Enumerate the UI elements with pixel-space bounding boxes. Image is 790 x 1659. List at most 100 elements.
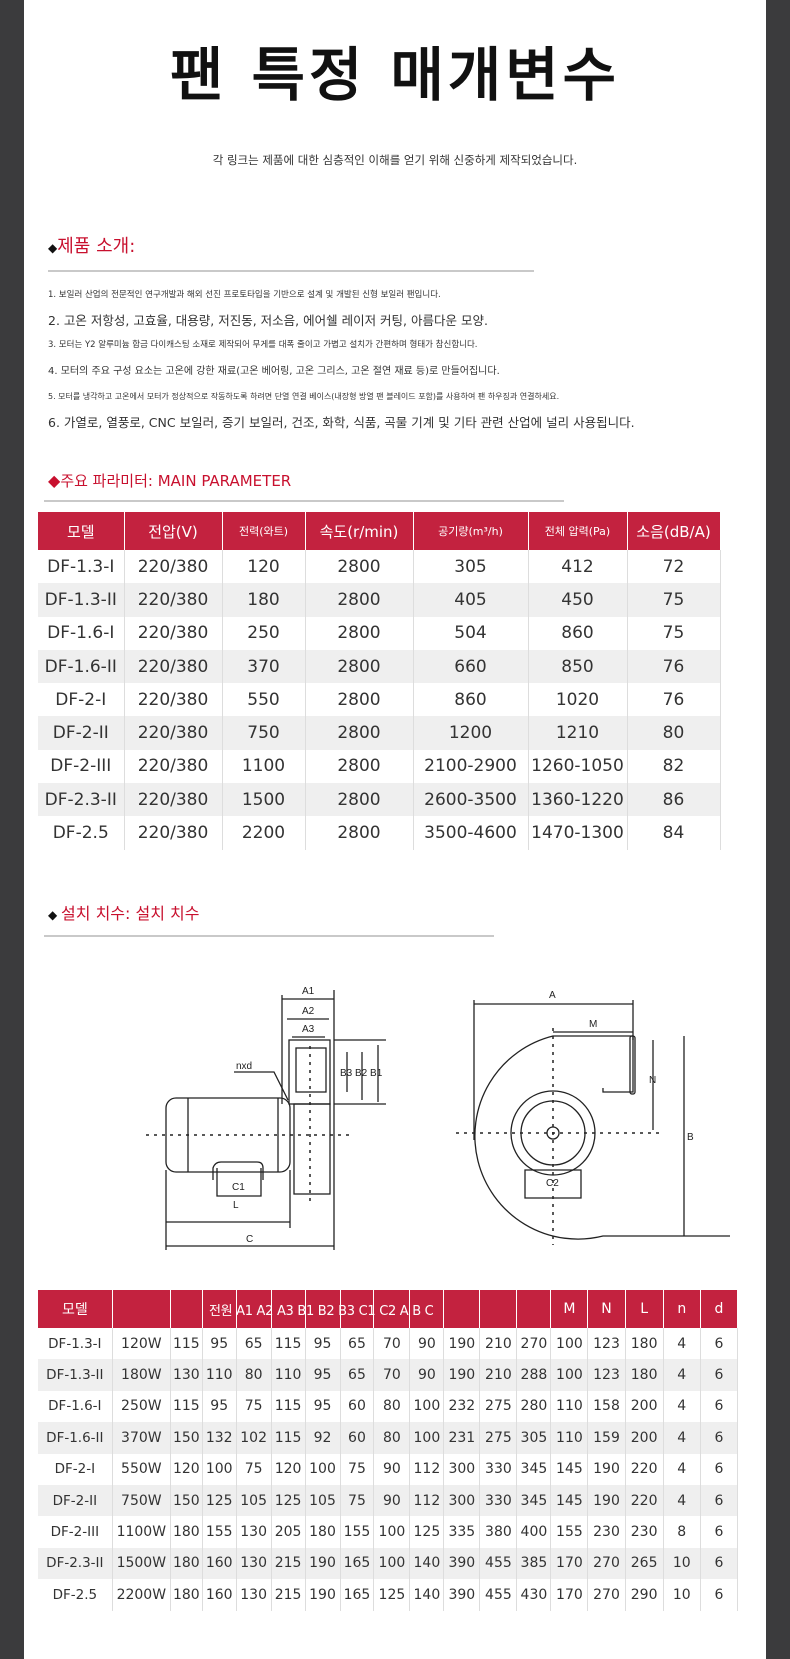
table-cell: 1100W: [112, 1516, 171, 1548]
table-cell: 125: [373, 1579, 411, 1611]
column-header: M: [550, 1290, 589, 1328]
label-nxd: nxd: [236, 1061, 252, 1072]
main-param-heading: ◆주요 파라미터: MAIN PARAMETER: [48, 470, 291, 491]
install-heading-text: 설치 치수: 설치 치수: [61, 904, 200, 923]
table-cell: 102: [236, 1422, 272, 1454]
label-b: B3 B2 B1: [340, 1068, 383, 1079]
table-cell: 430: [516, 1579, 552, 1611]
table-cell: 10: [663, 1579, 701, 1611]
table-cell: 100: [409, 1390, 445, 1423]
table-cell: 6: [700, 1579, 739, 1611]
table-cell: DF-1.6-I: [38, 616, 125, 650]
table-cell: 123: [587, 1328, 626, 1360]
table-cell: 2100-2900: [413, 749, 529, 784]
table-cell: 100: [202, 1453, 237, 1485]
table-cell: 95: [202, 1390, 237, 1423]
column-header: [305, 1290, 341, 1328]
table-cell: 110: [550, 1390, 589, 1423]
table-cell: DF-2-I: [38, 1453, 113, 1485]
table-cell: DF-1.3-II: [38, 1359, 113, 1391]
table-cell: 180: [625, 1359, 664, 1391]
table-cell: 412: [528, 550, 628, 584]
table-cell: 504: [413, 616, 529, 650]
table-cell: 76: [627, 683, 721, 717]
list-item: 3. 모터는 Y2 알루미늄 합금 다이캐스팅 소재로 제작되어 무게를 대폭 …: [48, 340, 478, 350]
table-cell: 4: [663, 1359, 701, 1391]
table-cell: 92: [305, 1422, 341, 1454]
table-cell: 2800: [305, 616, 414, 650]
table-cell: 330: [479, 1453, 518, 1485]
table-cell: 6: [700, 1516, 739, 1548]
table-cell: 2800: [305, 749, 414, 784]
table-cell: 330: [479, 1484, 518, 1517]
column-header: L: [625, 1290, 664, 1328]
table-cell: 190: [305, 1579, 341, 1611]
table-cell: 75: [340, 1453, 375, 1485]
table-cell: 115: [271, 1390, 306, 1423]
table-cell: DF-2-I: [38, 683, 125, 717]
table-cell: 60: [340, 1422, 375, 1454]
table-cell: 275: [479, 1422, 518, 1454]
table-cell: 130: [236, 1547, 272, 1580]
table-cell: 130: [170, 1359, 203, 1391]
column-header: [479, 1290, 518, 1328]
label-a3: A3: [302, 1024, 315, 1035]
diamond-icon: ◆: [48, 908, 62, 922]
table-cell: 160: [202, 1579, 237, 1611]
table-cell: 6: [700, 1547, 739, 1580]
table-row: DF-1.6-II 370W 150 132 102 115 92 60 80 100 231 275…: [38, 1422, 739, 1454]
table-row: DF-1.6-I 250W 115 95 75 115 95 60 80 100 232 275 280…: [38, 1390, 739, 1423]
table-cell: 4: [663, 1422, 701, 1454]
table-cell: 120: [271, 1453, 306, 1485]
table-cell: 95: [305, 1328, 341, 1360]
table-cell: 300: [443, 1453, 481, 1485]
table-cell: 275: [479, 1390, 518, 1423]
table-cell: 6: [700, 1453, 739, 1485]
column-header: n: [663, 1290, 701, 1328]
table-cell: 220/380: [124, 550, 223, 584]
table-cell: DF-2-III: [38, 749, 125, 784]
table-cell: 6: [700, 1390, 739, 1423]
table-cell: 288: [516, 1359, 552, 1391]
table-cell: 65: [340, 1359, 375, 1391]
table-cell: 86: [627, 783, 721, 817]
table-cell: 190: [443, 1328, 481, 1360]
table-row: DF-1.6-I 220/380 250 2800 504 860 75: [38, 616, 721, 650]
table-cell: 205: [271, 1516, 306, 1548]
table-cell: 2800: [305, 716, 414, 750]
table-cell: DF-2.5: [38, 816, 125, 850]
list-item: 5. 모터를 냉각하고 고온에서 모터가 정상적으로 작동하도록 하려면 단열 …: [48, 392, 560, 401]
table-cell: 250: [222, 616, 306, 650]
table-cell: 160: [202, 1547, 237, 1580]
table-cell: 2200: [222, 816, 306, 850]
table-cell: 405: [413, 583, 529, 617]
table-cell: 380: [479, 1516, 518, 1548]
table-cell: 335: [443, 1516, 481, 1548]
column-header: [112, 1290, 171, 1328]
table-cell: 10: [663, 1547, 701, 1580]
table-cell: 90: [409, 1328, 445, 1360]
divider: [44, 935, 494, 937]
table-cell: 6: [700, 1422, 739, 1454]
list-item: 6. 가열로, 열풍로, CNC 보일러, 증기 보일러, 건조, 화학, 식품…: [48, 415, 635, 430]
table-row: DF-2-I 550W 120 100 75 120 100 75 90 112 300 330 345…: [38, 1453, 739, 1485]
table-cell: 180: [170, 1547, 203, 1580]
table-cell: 140: [409, 1547, 445, 1580]
table-cell: 180W: [112, 1359, 171, 1391]
table-cell: DF-1.3-II: [38, 583, 125, 617]
table-cell: 4: [663, 1484, 701, 1517]
table-cell: 158: [587, 1390, 626, 1423]
column-header: [236, 1290, 272, 1328]
table-cell: DF-1.6-II: [38, 1422, 113, 1454]
table-cell: 750: [222, 716, 306, 750]
table-cell: DF-1.3-I: [38, 1328, 113, 1360]
table-cell: DF-1.6-II: [38, 649, 125, 684]
main-parameter-table: 모델 전압(V) 전력(와트) 속도(r/min) 공기량(m³/h) 전체 압력(Pa)…: [38, 512, 721, 850]
table-row: DF-1.3-II 220/380 180 2800 405 450 75: [38, 583, 721, 617]
table-cell: 220/380: [124, 749, 223, 784]
table-cell: 125: [409, 1516, 445, 1548]
table-cell: 265: [625, 1547, 664, 1580]
table-cell: 2800: [305, 683, 414, 717]
diamond-icon: ◆: [48, 471, 61, 490]
divider: [44, 500, 564, 502]
